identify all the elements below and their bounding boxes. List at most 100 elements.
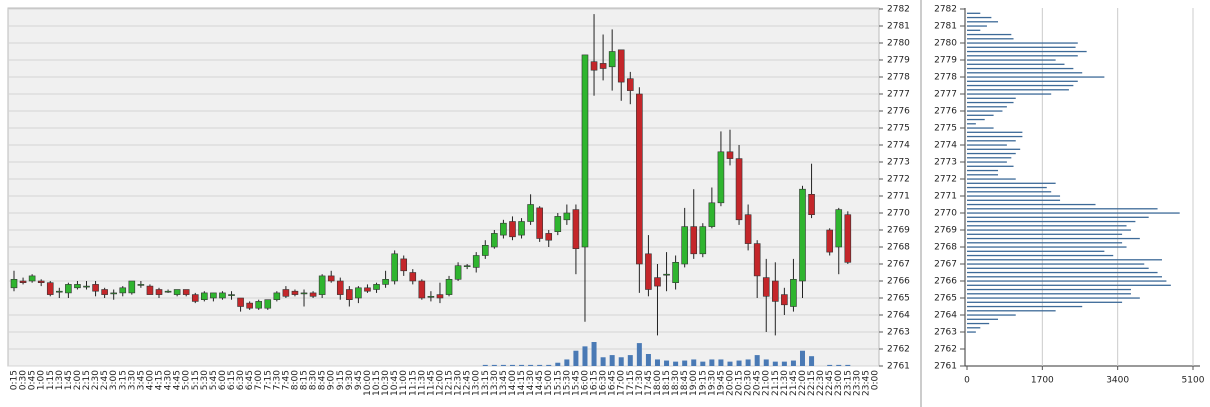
profile-bar — [967, 216, 1149, 218]
x-tick-label: 17:15 — [626, 370, 636, 396]
y-tick-label: 2776 — [934, 107, 957, 117]
x-tick-label: 13:15 — [481, 370, 491, 396]
y-tick-label: 2765 — [887, 294, 910, 304]
candle-body — [282, 289, 290, 297]
y-tick-label: 2768 — [887, 243, 910, 253]
candle-body — [74, 284, 81, 289]
profile-bar — [967, 259, 1162, 261]
volume-bar — [781, 361, 787, 366]
volume-bar — [664, 360, 670, 366]
candle-body — [155, 289, 163, 295]
x-tick-label: 22:45 — [825, 370, 835, 396]
profile-bar — [967, 72, 1083, 74]
profile-bar — [967, 144, 1007, 146]
volume-bar — [600, 357, 606, 366]
x-tick-label: 1:30 — [55, 370, 65, 390]
y-tick-label: 2775 — [934, 124, 957, 134]
candle-body — [264, 299, 272, 309]
profile-bar — [967, 322, 990, 325]
candle-body — [726, 151, 734, 159]
y-tick-label: 2766 — [887, 277, 910, 287]
volume-bar — [609, 355, 615, 366]
x-tick-label: 11:00 — [399, 370, 409, 396]
volume-bar — [691, 359, 697, 366]
x-tick-label: 17:00 — [617, 370, 627, 396]
x-tick-label: 16:00 — [580, 370, 590, 396]
x-tick-label: 5:30 — [200, 370, 210, 390]
x-tick-label: 19:15 — [698, 370, 708, 396]
candle-body — [355, 287, 362, 299]
x-tick-label: 0:30 — [19, 370, 29, 390]
volume-bar — [618, 357, 624, 366]
candle-body — [309, 292, 317, 297]
x-tick-label: 7:30 — [272, 370, 282, 390]
x-tick-label: 0:45 — [28, 370, 38, 390]
candle-body — [92, 284, 99, 292]
x-tick-label: 15:00 — [544, 370, 554, 396]
x-tick-label: 8:45 — [318, 370, 328, 390]
profile-bar — [967, 254, 1114, 257]
candle-body — [744, 214, 752, 244]
volume-bar — [582, 346, 588, 366]
candle-body — [173, 289, 181, 295]
y-tick-label: 2769 — [934, 226, 957, 236]
candle-body — [617, 49, 625, 83]
volume-bar — [682, 360, 688, 366]
profile-bar — [967, 191, 1052, 193]
candle-body — [56, 290, 63, 293]
x-tick-label: 18:00 — [653, 370, 663, 396]
volume-bar — [528, 364, 534, 366]
candle-body — [164, 290, 172, 293]
candle-body — [563, 212, 571, 221]
profile-bar — [967, 280, 1167, 282]
candle-body — [527, 204, 534, 222]
x-tick-label: 19:45 — [716, 370, 726, 396]
x-tick-label: 22:00 — [798, 370, 808, 396]
y-tick-label: 2771 — [887, 192, 910, 202]
x-tick-label: 1:45 — [64, 370, 74, 390]
x-tick-label: 6:15 — [227, 370, 237, 390]
volume-bar — [509, 364, 515, 366]
x-tick-label: 1700 — [1031, 376, 1054, 386]
profile-bar — [967, 229, 1131, 231]
profile-bar — [967, 174, 999, 176]
volume-bar — [482, 364, 488, 366]
profile-bar — [967, 46, 1076, 48]
x-tick-label: 10:00 — [363, 370, 373, 396]
profile-bar — [967, 178, 1016, 180]
volume-bar — [700, 361, 706, 366]
x-tick-label: 12:15 — [445, 370, 455, 396]
candle-body — [799, 188, 806, 282]
x-tick-label: 4:00 — [145, 370, 155, 390]
x-tick-label: 6:00 — [218, 370, 228, 390]
candle-body — [835, 209, 843, 248]
candle-body — [418, 280, 426, 299]
profile-bar — [967, 42, 1078, 44]
volume-bar — [754, 355, 760, 366]
volume-bar — [736, 360, 742, 366]
profile-bar — [967, 80, 1078, 82]
volume-bar — [654, 359, 660, 366]
candle-body — [382, 278, 389, 285]
candle-body — [735, 158, 743, 221]
volume-bar — [845, 364, 851, 366]
x-tick-label: 17:45 — [644, 370, 654, 396]
volume-bar — [673, 361, 679, 366]
y-tick-label: 2761 — [887, 362, 910, 372]
profile-bar — [967, 93, 1052, 95]
candle-body — [581, 54, 589, 248]
candle-body — [681, 226, 688, 265]
profile-bar — [967, 110, 1003, 112]
profile-bar — [967, 250, 1105, 252]
profile-bar — [967, 318, 999, 320]
x-tick-label: 7:00 — [254, 370, 264, 390]
y-tick-label: 2762 — [934, 345, 957, 355]
profile-bar — [967, 233, 1123, 235]
candle-body — [572, 209, 580, 250]
x-tick-label: 1:15 — [46, 370, 56, 390]
x-tick-label: 19:30 — [707, 370, 717, 396]
profile-bar — [967, 101, 1014, 104]
candle-body — [636, 93, 643, 265]
profile-bar — [967, 237, 1140, 240]
